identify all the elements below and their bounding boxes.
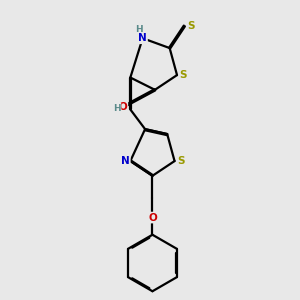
Text: S: S [187, 21, 194, 31]
Text: S: S [177, 156, 184, 166]
Text: N: N [121, 156, 130, 166]
Text: N: N [138, 33, 147, 43]
Text: O: O [118, 102, 127, 112]
Text: S: S [179, 70, 187, 80]
Text: H: H [135, 25, 143, 34]
Text: H: H [113, 104, 121, 113]
Text: O: O [148, 213, 157, 223]
